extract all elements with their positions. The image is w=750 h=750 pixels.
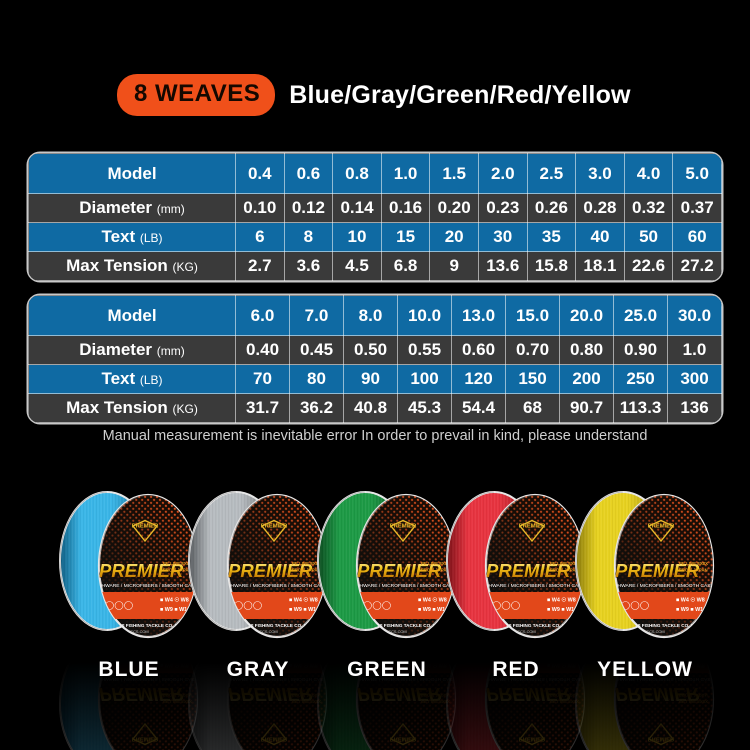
svg-text:PE LINE 8X8X: PE LINE 8X8X (679, 699, 708, 704)
svg-text:PREMIER: PREMIER (261, 736, 288, 742)
svg-text:PREMIER: PREMIER (261, 524, 288, 530)
svg-text:PREMIER: PREMIER (132, 524, 159, 530)
svg-text:FROM JAPAN: FROM JAPAN (679, 693, 708, 698)
svg-text:UHWARE / MICROFIBERS / SMOOTH: UHWARE / MICROFIBERS / SMOOTH CASTING LI… (614, 583, 715, 589)
svg-text:■ W4 ☉ W8: ■ W4 ☉ W8 (289, 598, 318, 604)
svg-text:■ W4 ☉ W8: ■ W4 ☉ W8 (160, 598, 189, 604)
svg-text:PREMIER: PREMIER (390, 736, 417, 742)
svg-text:■ W4 ☉ W8: ■ W4 ☉ W8 (418, 598, 447, 604)
svg-text:UHWARE / MICROFIBERS / SMOOTH: UHWARE / MICROFIBERS / SMOOTH CASTING LI… (98, 583, 199, 589)
svg-text:PREMIER: PREMIER (648, 736, 675, 742)
svg-text:■ W4 ☉ W8: ■ W4 ☉ W8 (676, 598, 705, 604)
svg-text:UHWARE / MICROFIBERS / SMOOTH: UHWARE / MICROFIBERS / SMOOTH CASTING LI… (227, 583, 328, 589)
svg-text:■ W4 ☉ W8: ■ W4 ☉ W8 (547, 598, 576, 604)
svg-text:PREMIER: PREMIER (648, 524, 675, 530)
svg-text:PREMIER: PREMIER (519, 524, 546, 530)
svg-text:PREMIER: PREMIER (132, 736, 159, 742)
svg-text:FROM JAPAN: FROM JAPAN (679, 568, 708, 573)
svg-text:PREMIER: PREMIER (519, 736, 546, 742)
svg-text:UHWARE / MICROFIBERS / SMOOTH: UHWARE / MICROFIBERS / SMOOTH CASTING LI… (485, 583, 586, 589)
svg-text:PREMIER: PREMIER (390, 524, 417, 530)
svg-text:PE LINE 8X8X: PE LINE 8X8X (679, 561, 708, 566)
svg-text:UHWARE / MICROFIBERS / SMOOTH: UHWARE / MICROFIBERS / SMOOTH CASTING LI… (356, 583, 457, 589)
